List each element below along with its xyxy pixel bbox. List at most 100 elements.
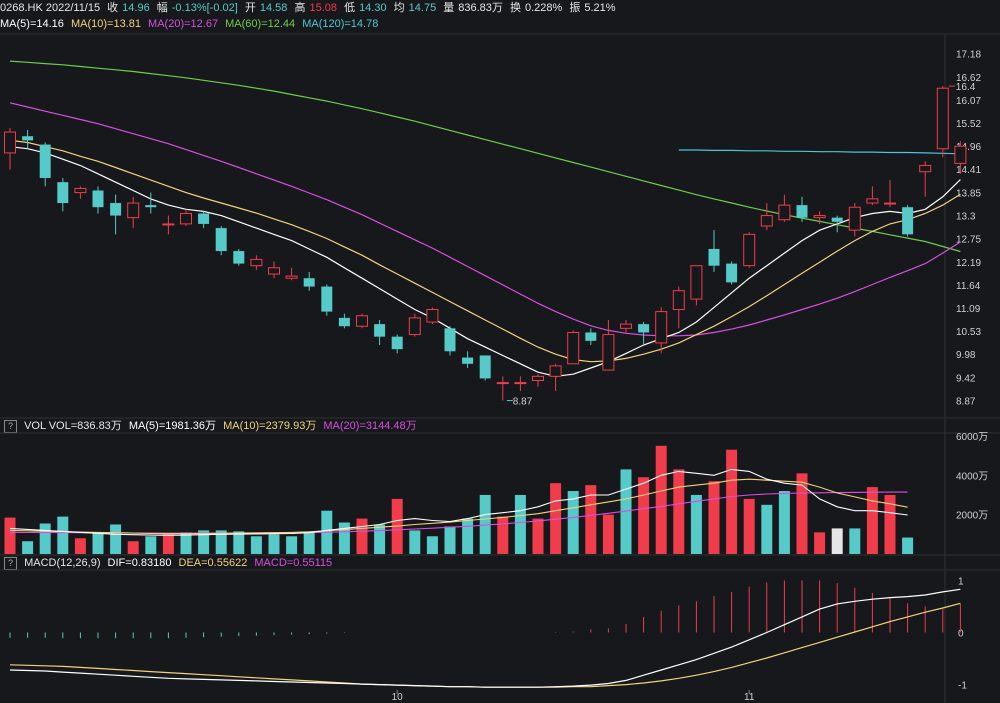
candle-body: [110, 203, 122, 216]
candle-body: [408, 317, 421, 336]
volume-bar: [778, 491, 790, 554]
low-annotation: 8.87: [513, 397, 533, 408]
volume-bar: [532, 518, 544, 554]
dif-legend: DIF=0.83180: [107, 557, 172, 569]
avg-value: 14.75: [408, 2, 437, 14]
candle-body: [268, 267, 280, 275]
low-value: 14.30: [359, 2, 387, 14]
dea-legend: DEA=0.55622: [178, 557, 248, 569]
candle-body: [655, 311, 668, 344]
dif-line: [9, 588, 961, 688]
candle-body: [233, 251, 245, 264]
candle-body: [760, 215, 773, 227]
price-tick-label: 9.98: [956, 350, 976, 361]
open-label: 开: [244, 2, 256, 14]
candle-body: [338, 317, 350, 327]
candle-body: [585, 332, 597, 341]
close-label: 收: [107, 2, 119, 14]
macd-legend: ? MACD(12,26,9) DIF=0.83180 DEA=0.55622 …: [0, 556, 1000, 570]
candle-body: [303, 278, 315, 287]
candle-body: [391, 336, 403, 350]
volume-bar: [250, 536, 262, 554]
stock-code-date: 0268.HK 2022/11/15: [0, 2, 101, 14]
candle-body: [831, 217, 843, 222]
candle-body: [127, 202, 140, 219]
macd-tick-label: 0: [958, 629, 964, 640]
volume-bar: [550, 483, 562, 554]
ma10-line: [9, 139, 961, 363]
price-tick-label: 13.3: [956, 212, 976, 223]
candle-body: [620, 323, 632, 329]
price-tick-label: 11.09: [956, 304, 981, 315]
candle-body: [567, 331, 580, 365]
volume-bar: [444, 526, 456, 554]
volume-bar: [884, 494, 896, 554]
x-tick-label: 10: [392, 692, 404, 703]
candle-body: [638, 324, 650, 333]
price-tick-label: 12.19: [956, 258, 981, 269]
price-tick-label: 15.52: [956, 119, 981, 130]
candle-body: [672, 290, 685, 311]
candle-body: [884, 202, 896, 205]
volume-bar: [585, 485, 597, 554]
volume-bar: [215, 530, 227, 554]
candle-body: [444, 328, 456, 352]
candle-body: [532, 375, 544, 382]
candle-body: [57, 182, 69, 204]
high-value: 15.08: [309, 2, 337, 14]
volume-bar: [796, 473, 808, 554]
volume-bar: [92, 532, 104, 554]
volume-bar: [761, 504, 773, 554]
candle-body: [726, 263, 738, 283]
volume-bar: [462, 518, 474, 554]
volume-bar: [39, 523, 51, 554]
ma20-line: [9, 102, 961, 337]
volume-bar: [866, 487, 878, 554]
candle-body: [866, 198, 879, 204]
candle-body: [92, 190, 104, 208]
high-label: 高: [294, 2, 306, 14]
volume-bar: [620, 469, 632, 554]
volume-bar: [110, 524, 122, 554]
price-tick-label: 14.96: [956, 142, 981, 153]
volume-bar: [198, 530, 210, 554]
candle-body: [22, 136, 34, 141]
candle-body: [374, 324, 386, 337]
volume-bar: [286, 536, 298, 554]
volume-bar: [74, 538, 86, 554]
macd-value-legend: MACD=0.55115: [254, 557, 333, 569]
volume-value: 836.83万: [458, 2, 503, 14]
volume-bar: [162, 533, 174, 554]
volume-bar: [602, 514, 614, 554]
candle-body: [954, 145, 967, 164]
open-value: 14.58: [259, 2, 288, 14]
volume-bar: [743, 498, 755, 554]
vol-ma20-legend: MA(20)=3144.48万: [323, 420, 417, 432]
volume-bar: [127, 541, 139, 554]
candle-body: [813, 215, 826, 219]
volume-bar: [902, 537, 914, 554]
help-icon[interactable]: ?: [4, 556, 17, 570]
volume-bar: [690, 494, 702, 554]
price-tick-label: 13.85: [956, 189, 981, 200]
help-icon[interactable]: ?: [4, 419, 17, 433]
quote-header: 0268.HK 2022/11/15 收 14.96 幅 -0.13%[-0.02]…: [0, 0, 1000, 16]
volume-tick-label: 4000万: [956, 471, 988, 482]
price-tick-label: 14.41: [956, 165, 981, 176]
candle-body: [743, 233, 756, 267]
turnover-value: 0.228%: [524, 2, 563, 14]
volume-bar: [57, 516, 69, 554]
candle-body: [479, 355, 491, 379]
volume-bar: [831, 528, 843, 554]
dea-line: [9, 602, 961, 688]
candle-body: [514, 382, 527, 385]
price-tick-label: 9.42: [956, 374, 976, 385]
vol-ma10-line: [9, 478, 908, 535]
candle-body: [919, 164, 932, 173]
volume-bar: [356, 518, 368, 554]
avg-label: 均: [393, 2, 405, 14]
volume-bar: [655, 445, 667, 554]
volume-bar: [180, 532, 192, 554]
candle-body: [496, 382, 509, 385]
